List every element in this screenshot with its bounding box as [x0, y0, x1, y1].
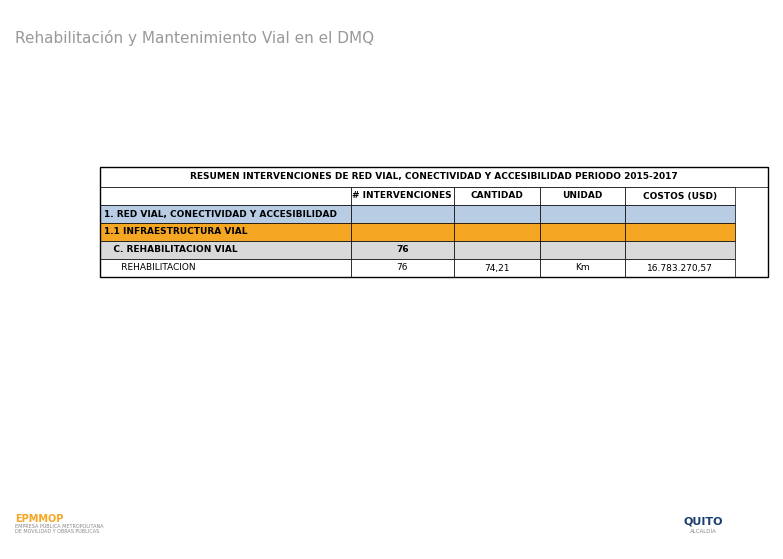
Bar: [625, 187, 734, 205]
Text: 74,21: 74,21: [484, 263, 510, 272]
Bar: [351, 241, 454, 259]
Bar: [539, 223, 625, 241]
Text: 76: 76: [396, 263, 408, 272]
Bar: [625, 205, 734, 223]
Bar: [351, 187, 454, 205]
Text: EMPRESA PÚBLICA METROPOLITANA: EMPRESA PÚBLICA METROPOLITANA: [15, 524, 103, 529]
Text: COSTOS (USD): COSTOS (USD): [643, 192, 717, 201]
Text: CANTIDAD: CANTIDAD: [471, 192, 523, 201]
Bar: [454, 241, 539, 259]
Text: Rehabilitación y Mantenimiento Vial en el DMQ: Rehabilitación y Mantenimiento Vial en e…: [15, 30, 374, 46]
Text: EPMMOP: EPMMOP: [15, 514, 63, 524]
Bar: [351, 259, 454, 277]
Bar: [454, 259, 539, 277]
Text: 16.783.270,57: 16.783.270,57: [647, 263, 713, 272]
Bar: [625, 259, 734, 277]
Bar: [100, 259, 351, 277]
Bar: [454, 223, 539, 241]
Bar: [100, 167, 768, 187]
Bar: [539, 205, 625, 223]
Text: 1. RED VIAL, CONECTIVIDAD Y ACCESIBILIDAD: 1. RED VIAL, CONECTIVIDAD Y ACCESIBILIDA…: [104, 210, 337, 219]
Text: QUITO: QUITO: [684, 517, 723, 527]
Bar: [351, 223, 454, 241]
Text: 76: 76: [396, 245, 409, 254]
Text: RESUMEN INTERVENCIONES DE RED VIAL, CONECTIVIDAD Y ACCESIBILIDAD PERIODO 2015-20: RESUMEN INTERVENCIONES DE RED VIAL, CONE…: [190, 173, 678, 182]
Bar: [454, 187, 539, 205]
Bar: [100, 187, 351, 205]
Bar: [454, 205, 539, 223]
Bar: [625, 223, 734, 241]
Bar: [539, 187, 625, 205]
Bar: [625, 241, 734, 259]
Text: # INTERVENCIONES: # INTERVENCIONES: [352, 192, 452, 201]
Bar: [100, 205, 351, 223]
Bar: [100, 223, 351, 241]
Bar: [539, 259, 625, 277]
Text: Km: Km: [575, 263, 590, 272]
Text: REHABILITACION: REHABILITACION: [104, 263, 196, 272]
Bar: [539, 241, 625, 259]
Text: C. REHABILITACION VIAL: C. REHABILITACION VIAL: [104, 245, 237, 254]
Text: DE MOVILIDAD Y OBRAS PÚBLICAS: DE MOVILIDAD Y OBRAS PÚBLICAS: [15, 529, 99, 534]
Text: ALCALDÍA: ALCALDÍA: [690, 529, 716, 534]
Bar: [100, 241, 351, 259]
Text: 1.1 INFRAESTRUCTURA VIAL: 1.1 INFRAESTRUCTURA VIAL: [104, 228, 247, 236]
Bar: [100, 167, 768, 277]
Text: UNIDAD: UNIDAD: [562, 192, 602, 201]
Bar: [351, 205, 454, 223]
